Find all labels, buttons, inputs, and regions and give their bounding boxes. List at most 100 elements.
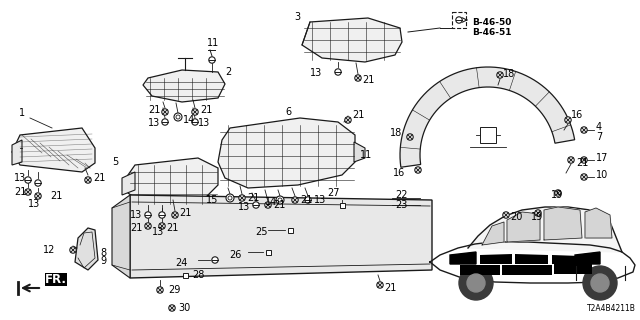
Text: 13: 13	[130, 210, 142, 220]
Circle shape	[581, 127, 588, 133]
Circle shape	[176, 115, 180, 119]
Circle shape	[192, 109, 198, 115]
Text: 13: 13	[198, 118, 211, 128]
Bar	[339, 203, 344, 207]
Polygon shape	[507, 212, 540, 242]
Circle shape	[209, 57, 215, 63]
Circle shape	[25, 189, 31, 195]
Text: 14: 14	[265, 197, 277, 207]
Text: 24: 24	[175, 258, 188, 268]
Text: 12: 12	[43, 245, 55, 255]
Text: 3: 3	[294, 12, 300, 22]
Polygon shape	[75, 228, 98, 270]
Text: 2: 2	[225, 67, 231, 77]
Polygon shape	[450, 252, 476, 264]
Polygon shape	[552, 255, 580, 264]
Text: 6: 6	[285, 107, 291, 117]
Circle shape	[292, 197, 298, 203]
Polygon shape	[544, 207, 582, 240]
Circle shape	[35, 180, 41, 186]
Circle shape	[581, 174, 588, 180]
Text: 13: 13	[314, 195, 326, 205]
Polygon shape	[480, 254, 512, 264]
Polygon shape	[468, 207, 622, 252]
Circle shape	[265, 202, 271, 208]
Circle shape	[345, 117, 351, 123]
Text: 13: 13	[310, 68, 323, 78]
Text: 16: 16	[393, 168, 405, 178]
Bar	[266, 250, 271, 254]
Polygon shape	[302, 18, 402, 62]
Text: 21: 21	[273, 200, 285, 210]
Text: 27: 27	[328, 188, 340, 198]
Circle shape	[253, 202, 259, 208]
Circle shape	[145, 223, 151, 229]
Bar	[287, 228, 292, 233]
Circle shape	[145, 212, 151, 218]
Text: 15: 15	[205, 195, 218, 205]
Text: 21: 21	[352, 110, 364, 120]
Polygon shape	[112, 195, 130, 278]
Circle shape	[456, 17, 462, 23]
Text: 19: 19	[551, 190, 563, 200]
Polygon shape	[482, 222, 504, 245]
Circle shape	[239, 195, 245, 201]
Text: 26: 26	[230, 250, 242, 260]
Text: 20: 20	[510, 212, 522, 222]
Circle shape	[355, 75, 361, 81]
Polygon shape	[12, 128, 95, 172]
Text: T2A4B4211B: T2A4B4211B	[587, 304, 636, 313]
Bar	[480, 127, 496, 143]
Circle shape	[591, 274, 609, 292]
Circle shape	[377, 282, 383, 288]
Polygon shape	[130, 195, 432, 278]
Polygon shape	[450, 255, 475, 264]
Circle shape	[564, 117, 572, 123]
Text: 21: 21	[576, 158, 588, 168]
Text: 21: 21	[14, 187, 26, 197]
Text: 21: 21	[247, 193, 259, 203]
Circle shape	[174, 113, 182, 121]
Text: 13: 13	[152, 227, 164, 237]
Circle shape	[226, 194, 234, 202]
Text: 14: 14	[183, 115, 195, 125]
Polygon shape	[128, 158, 218, 205]
Polygon shape	[400, 67, 575, 167]
Text: 7: 7	[596, 132, 602, 142]
Text: 22: 22	[395, 190, 408, 200]
Text: 9: 9	[100, 256, 106, 266]
Circle shape	[497, 72, 503, 78]
Text: 18: 18	[390, 128, 402, 138]
Text: 8: 8	[100, 248, 106, 258]
Circle shape	[581, 157, 588, 163]
FancyBboxPatch shape	[452, 12, 466, 28]
Text: 28: 28	[192, 270, 204, 280]
Text: 13: 13	[14, 173, 26, 183]
Circle shape	[157, 287, 163, 293]
Circle shape	[162, 109, 168, 115]
Circle shape	[25, 177, 31, 183]
Circle shape	[169, 305, 175, 311]
Text: B-46-50
B-46-51: B-46-50 B-46-51	[472, 18, 511, 37]
Polygon shape	[354, 142, 365, 162]
Text: 13: 13	[148, 118, 160, 128]
Text: 19: 19	[531, 212, 543, 222]
Text: 21: 21	[148, 105, 161, 115]
Text: FR.: FR.	[45, 273, 67, 286]
Circle shape	[84, 177, 92, 183]
Polygon shape	[122, 172, 135, 195]
Circle shape	[583, 266, 617, 300]
Text: 17: 17	[596, 153, 609, 163]
Circle shape	[459, 266, 493, 300]
Text: 30: 30	[178, 303, 190, 313]
Polygon shape	[143, 70, 225, 102]
Circle shape	[192, 119, 198, 125]
Circle shape	[278, 198, 282, 202]
Polygon shape	[585, 208, 612, 238]
Bar	[182, 273, 188, 277]
Text: 11: 11	[207, 38, 220, 48]
Circle shape	[159, 223, 165, 229]
Text: 4: 4	[596, 122, 602, 132]
Text: 13: 13	[238, 202, 250, 212]
Circle shape	[467, 274, 485, 292]
